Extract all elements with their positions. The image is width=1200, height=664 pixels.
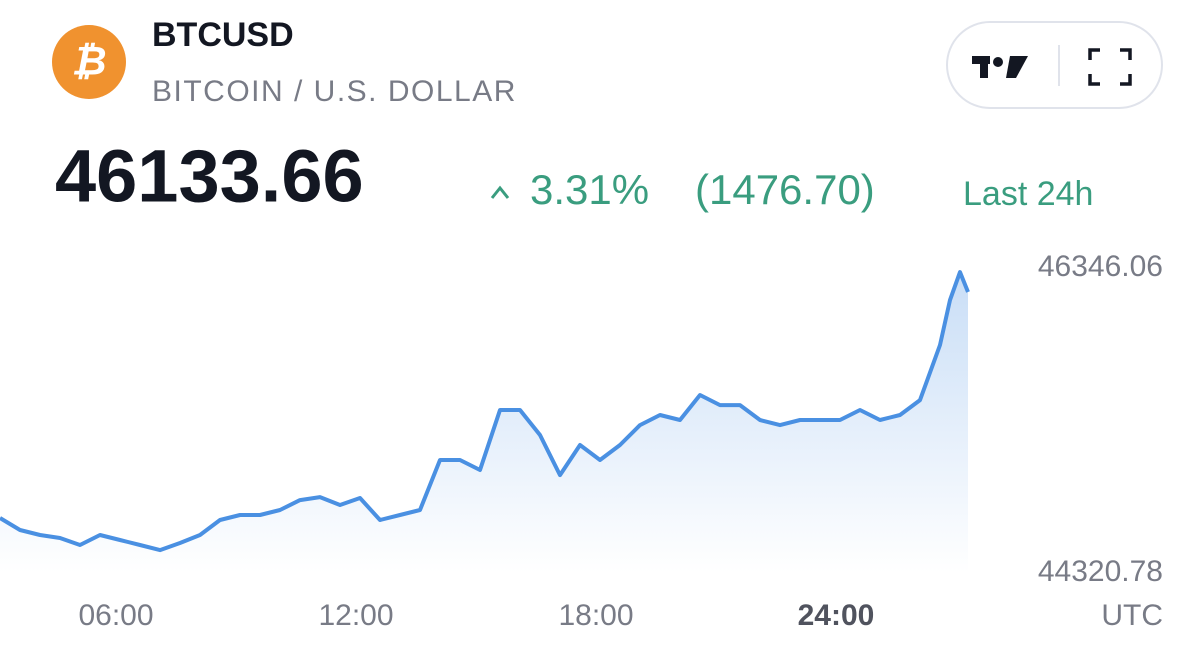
price-line	[0, 270, 970, 553]
coin-glyph: ₿	[71, 40, 106, 84]
x-tick-label: 06:00	[78, 599, 153, 632]
y-tick-label: 44320.78	[1038, 555, 1163, 588]
price: 46133.66	[55, 135, 364, 218]
y-tick-label: 46346.06	[1038, 250, 1163, 283]
period: Last 24h	[963, 175, 1093, 213]
instrument-name: BITCOIN / U.S. DOLLAR	[152, 75, 517, 108]
up-arrow	[490, 185, 510, 199]
fullscreen-button[interactable]	[1088, 48, 1132, 86]
change-value: (1476.70)	[695, 166, 875, 213]
x-tick-label: 24:00	[798, 599, 875, 632]
area	[0, 272, 968, 573]
coin-icon	[52, 25, 126, 99]
x-tick-label: 12:00	[318, 599, 393, 632]
symbol: BTCUSD	[152, 16, 294, 54]
change-percent: 3.31%	[530, 166, 649, 213]
tradingview-logo[interactable]	[972, 56, 1028, 78]
timezone: UTC	[1101, 599, 1163, 632]
x-tick-label: 18:00	[558, 599, 633, 632]
toolbar	[946, 21, 1163, 109]
